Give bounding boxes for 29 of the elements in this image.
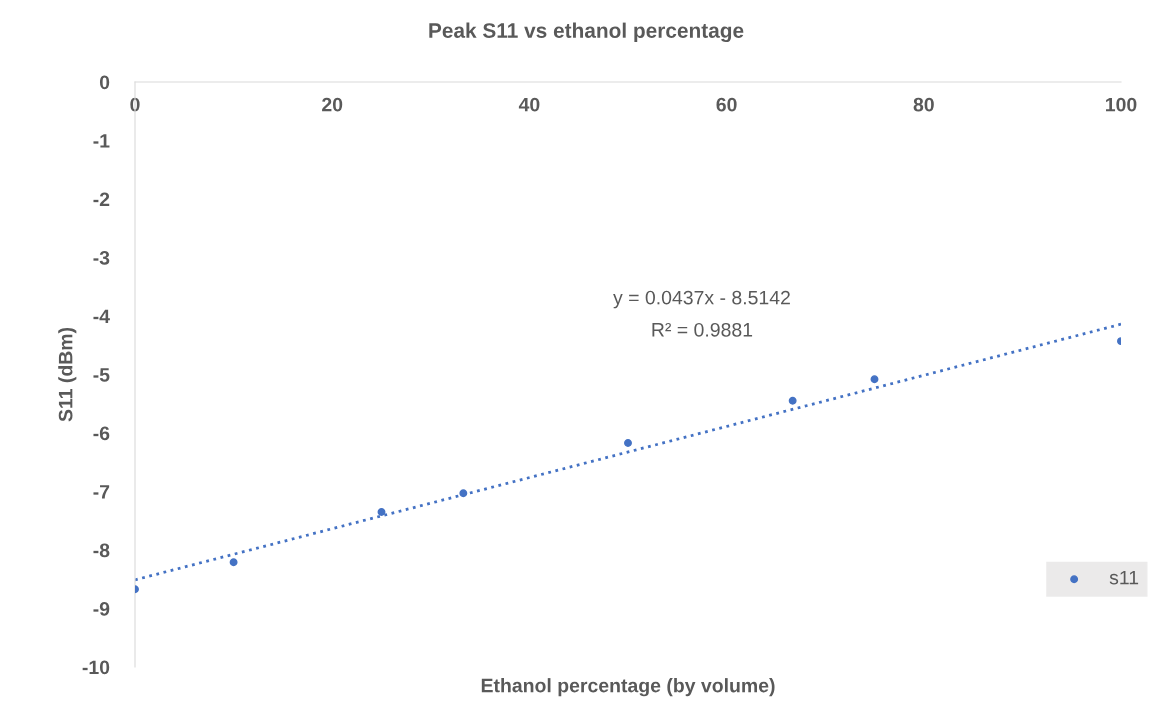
- y-tick-label: 0: [99, 75, 110, 90]
- x-tick-label: 60: [716, 97, 737, 112]
- point: [459, 489, 468, 498]
- y-tick-label: -7: [93, 485, 110, 499]
- x-tick-label: 40: [518, 97, 540, 112]
- chart-title: Peak S11 vs ethanol percentage: [429, 22, 744, 43]
- point: [870, 375, 879, 384]
- y-tick-label: -3: [93, 250, 110, 265]
- legend-label: s11: [1109, 570, 1139, 585]
- y-tick-label: -2: [93, 192, 110, 207]
- y-tick-label: -1: [93, 134, 110, 148]
- x-tick-label: 20: [322, 97, 343, 112]
- y-tick-label: -8: [93, 543, 110, 558]
- point: [788, 396, 797, 405]
- x-tick-label: 0: [130, 97, 140, 112]
- point: [624, 438, 632, 447]
- x-tick-label: 80: [913, 97, 934, 112]
- y-tick-label: -9: [93, 601, 110, 616]
- point: [377, 508, 386, 516]
- y-tick-label: -10: [82, 660, 110, 675]
- point: [229, 558, 238, 567]
- y-tick-label: -6: [93, 426, 110, 441]
- y-tick-label: -4: [93, 309, 110, 324]
- y-tick-label: -5: [93, 368, 110, 382]
- x-tick-label: 100: [1106, 97, 1137, 112]
- annotation: R² = 0.9881: [652, 322, 753, 337]
- y-axis-title: S11 (dBm): [58, 327, 77, 422]
- x-axis-title: Ethanol percentage (by volume): [481, 678, 775, 697]
- annotation: y = 0.0437x - 8.5142: [613, 290, 790, 309]
